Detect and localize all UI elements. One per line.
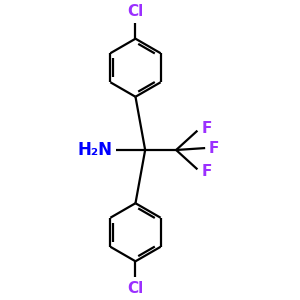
Text: F: F <box>201 164 212 179</box>
Text: Cl: Cl <box>128 4 144 20</box>
Text: F: F <box>201 121 212 136</box>
Text: H₂N: H₂N <box>77 141 112 159</box>
Text: Cl: Cl <box>128 280 144 296</box>
Text: F: F <box>209 141 219 156</box>
